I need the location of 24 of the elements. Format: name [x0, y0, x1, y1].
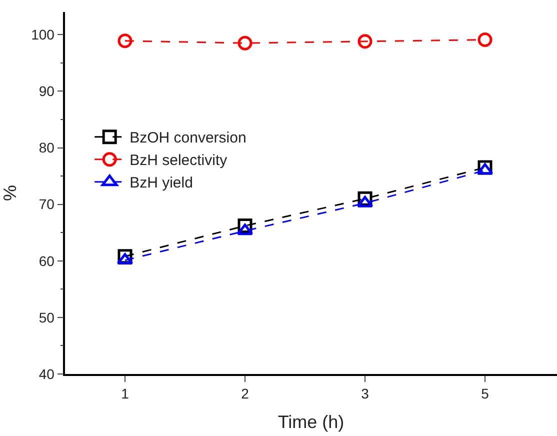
- point: [238, 36, 252, 50]
- y-tick-label: 70: [38, 196, 55, 212]
- y-tick-label: 100: [31, 26, 55, 43]
- y-axis-title: %: [0, 184, 20, 202]
- y-tick-label: 50: [38, 309, 55, 326]
- y-tick-label: 90: [38, 83, 55, 100]
- point: [236, 224, 254, 236]
- y-tick-label: 40: [38, 366, 55, 382]
- point: [118, 34, 132, 48]
- point: [356, 196, 374, 208]
- x-tick-label: 1: [121, 386, 130, 402]
- x-axis-title: Time (h): [278, 412, 344, 432]
- y-tick-label: 80: [38, 140, 55, 156]
- legend-label: BzOH conversion: [130, 130, 246, 147]
- legend-label: BzH selectivity: [130, 152, 228, 170]
- x-tick-label: 2: [241, 386, 250, 402]
- x-tick-label: 5: [481, 386, 490, 402]
- point: [116, 253, 134, 265]
- legend-label: BzH yield: [130, 174, 193, 192]
- point: [476, 163, 494, 175]
- point: [478, 32, 492, 47]
- point: [358, 34, 372, 49]
- x-tick-label: 3: [361, 386, 370, 402]
- y-tick-label: 60: [38, 252, 55, 269]
